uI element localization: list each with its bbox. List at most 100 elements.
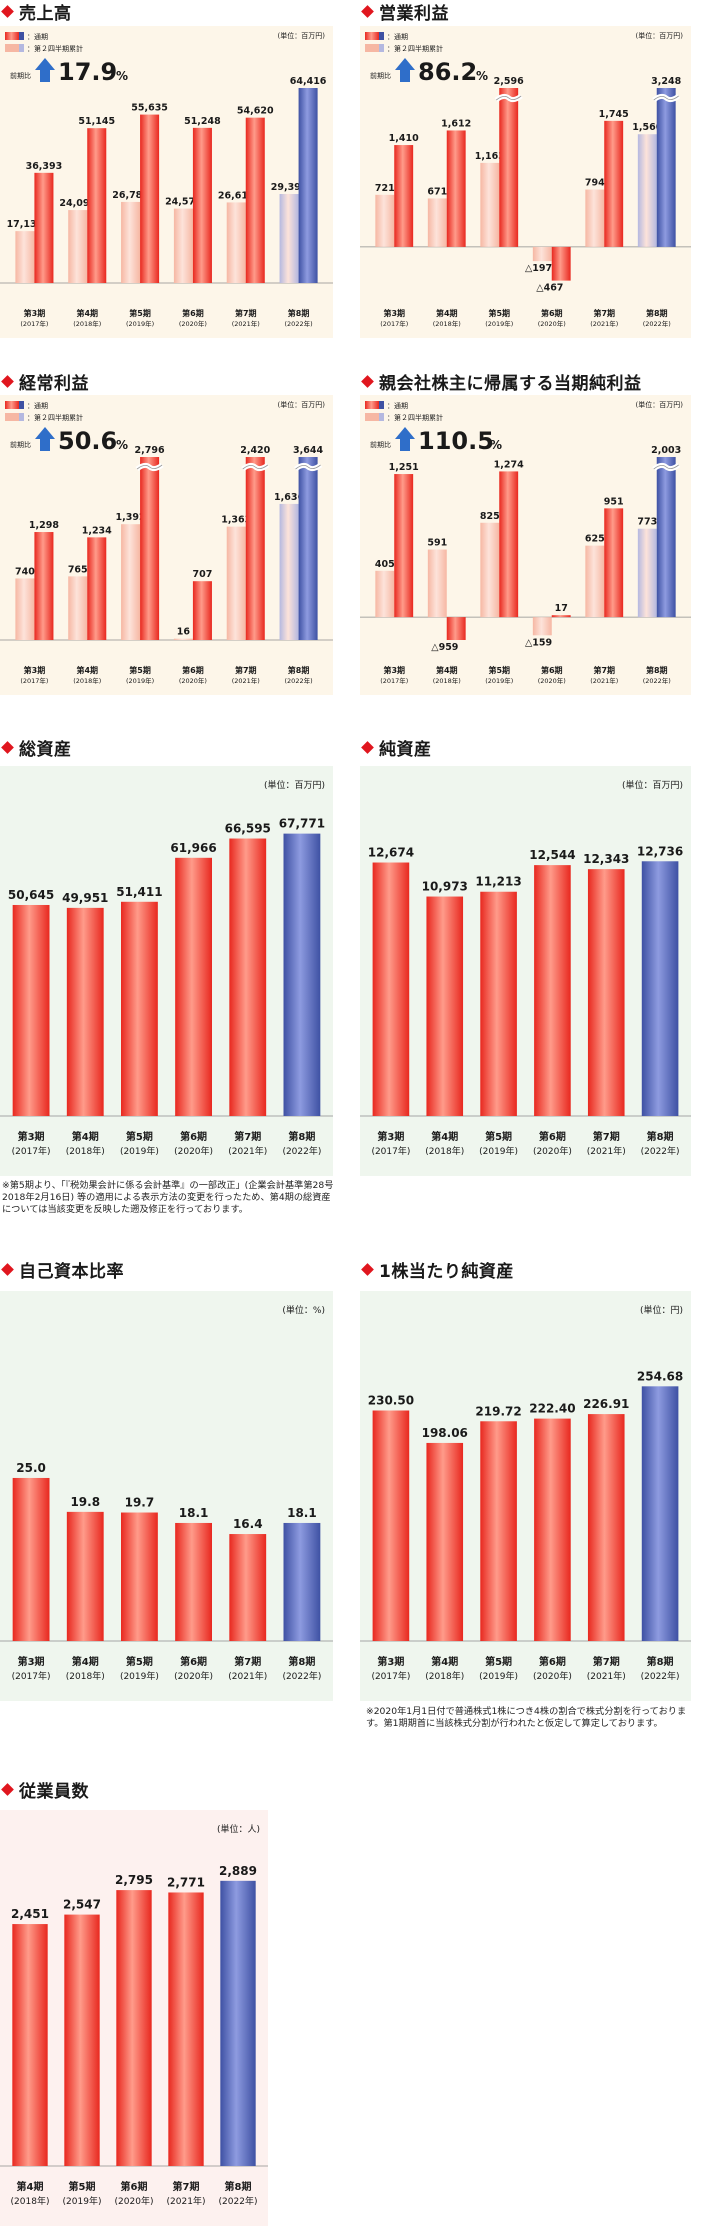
employees-chart-svg: (単位：人) 2,451 第4期 (2018年) 2,547 第5期 (2019年) 2,79…	[0, 1810, 268, 2226]
full-bar	[656, 88, 676, 247]
value-label: 219.72	[475, 1404, 521, 1418]
half-bar	[173, 638, 193, 640]
period-year: (2018年)	[66, 1670, 105, 1682]
half-value-label: 1,560	[632, 122, 662, 133]
period-label: 第4期	[431, 1130, 458, 1143]
diamond-icon	[361, 740, 374, 754]
half-value-label: 1,392	[116, 512, 146, 523]
full-value-label: 17	[555, 603, 568, 614]
period-label: 第3期	[24, 665, 46, 675]
employees-chart: (単位：人) 2,451 第4期 (2018年) 2,547 第5期 (2019年) 2,79…	[0, 1810, 268, 2226]
legend-label-current: ：通期	[387, 32, 408, 41]
period-year: (2018年)	[73, 676, 101, 685]
value-bar	[116, 1890, 152, 2166]
period-year: (2021年)	[590, 676, 618, 685]
full-value-label: 3,248	[651, 76, 681, 87]
half-value-label: 740	[15, 566, 35, 577]
legend-swatch-current	[365, 32, 379, 40]
chart-background	[0, 395, 333, 695]
yoy-value: 86.2	[418, 58, 477, 86]
up-arrow-icon	[395, 427, 415, 451]
up-arrow-icon	[395, 58, 415, 82]
bps-chart-svg: (単位：円) 230.50 第3期 (2017年) 198.06 第4期 (2018年) 21…	[360, 1291, 691, 1701]
half-value-label: 721	[375, 183, 395, 194]
full-value-label: 64,416	[290, 76, 327, 87]
full-bar	[245, 117, 265, 283]
full-bar	[551, 246, 571, 281]
period-year: (2022年)	[641, 1145, 680, 1157]
legend-label-half: ：第２四半期累計	[387, 413, 443, 422]
period-label: 第4期	[72, 1655, 99, 1668]
chart-background	[360, 26, 691, 338]
value-bar	[283, 833, 321, 1116]
period-year: (2020年)	[538, 676, 566, 685]
value-bar	[175, 857, 212, 1116]
period-label: 第8期	[225, 2180, 252, 2193]
full-bar	[604, 120, 624, 247]
period-label: 第5期	[129, 665, 151, 675]
full-value-label: △467	[536, 283, 563, 294]
full-value-label: 2,796	[135, 445, 165, 456]
value-label: 19.7	[125, 1496, 155, 1510]
op-chart-svg: ：通期：第２四半期累計(単位：百万円)前期比 86.2%7211,410第3期(2…	[360, 26, 691, 338]
yoy-value: 110.5	[418, 427, 494, 455]
chart-background	[0, 26, 333, 338]
sales-title: 売上高	[19, 3, 72, 24]
period-label: 第6期	[180, 1655, 207, 1668]
half-bar	[68, 576, 88, 640]
half-value-label: 17,135	[7, 219, 44, 230]
value-bar	[175, 1522, 212, 1641]
full-value-label: △959	[431, 642, 458, 653]
yoy-label: 前期比	[370, 440, 391, 449]
period-label: 第4期	[436, 308, 458, 318]
half-bar	[585, 545, 605, 618]
period-year: (2017年)	[12, 1145, 51, 1157]
half-value-label: △159	[525, 637, 552, 648]
ratio-section: 自己資本比率 (単位：%) 25.0 第3期 (2017年) 19.8 第4期 (2018年…	[0, 1258, 350, 1708]
value-bar	[121, 1512, 158, 1641]
value-label: 12,544	[529, 848, 575, 862]
assets-note: ※第5期より、「『税効果会計に係る会計基準』の一部改正」(企業会計基準第28号 …	[2, 1180, 334, 1215]
diamond-icon	[1, 1782, 14, 1796]
value-label: 12,674	[368, 846, 414, 860]
legend-swatch-current	[365, 401, 379, 409]
value-label: 11,213	[475, 875, 521, 889]
period-label: 第5期	[69, 2180, 96, 2193]
full-value-label: 2,003	[651, 445, 681, 456]
full-bar	[499, 88, 519, 247]
op-chart: ：通期 ：第２四半期累計 (単位：百万円) 前期比 86.2% 721 1,410 第3期 (2…	[360, 26, 691, 338]
assets-chart-svg: (単位：百万円) 50,645 第3期 (2017年) 49,951 第4期 (2018年)…	[0, 766, 333, 1176]
value-label: 19.8	[70, 1495, 100, 1509]
net-chart: ：通期 ：第２四半期累計 (単位：百万円) 前期比 110.5% 405 1,251 第3期(…	[360, 395, 691, 695]
unit-label: (単位：百万円)	[622, 779, 683, 791]
period-year: (2022年)	[285, 319, 313, 328]
period-label: 第6期	[182, 308, 204, 318]
chart-background	[360, 1291, 691, 1701]
legend-swatch-half	[365, 44, 379, 52]
value-label: 222.40	[529, 1402, 575, 1416]
equity-title: 純資産	[379, 739, 432, 760]
period-year: (2018年)	[433, 676, 461, 685]
half-bar	[532, 246, 552, 262]
period-year: (2022年)	[282, 1145, 321, 1157]
value-bar	[480, 891, 517, 1116]
value-label: 49,951	[62, 891, 108, 905]
period-year: (2019年)	[126, 676, 154, 685]
period-label: 第4期	[436, 665, 458, 675]
yoy-suffix: %	[490, 438, 502, 452]
section-title: 純資産	[360, 736, 432, 760]
value-bar	[66, 907, 104, 1116]
value-bar	[372, 1410, 410, 1641]
value-bar	[372, 862, 410, 1116]
period-label: 第8期	[647, 1130, 674, 1143]
half-value-label: 24,091	[59, 198, 96, 209]
unit-label: (単位：百万円)	[636, 31, 684, 40]
legend-label-current: ：通期	[27, 32, 48, 41]
value-label: 10,973	[422, 880, 468, 894]
period-year: (2019年)	[479, 1145, 518, 1157]
period-label: 第8期	[288, 665, 310, 675]
full-bar	[446, 617, 466, 640]
half-value-label: 671	[427, 186, 447, 197]
period-year: (2022年)	[282, 1670, 321, 1682]
full-value-label: 1,298	[29, 520, 59, 531]
